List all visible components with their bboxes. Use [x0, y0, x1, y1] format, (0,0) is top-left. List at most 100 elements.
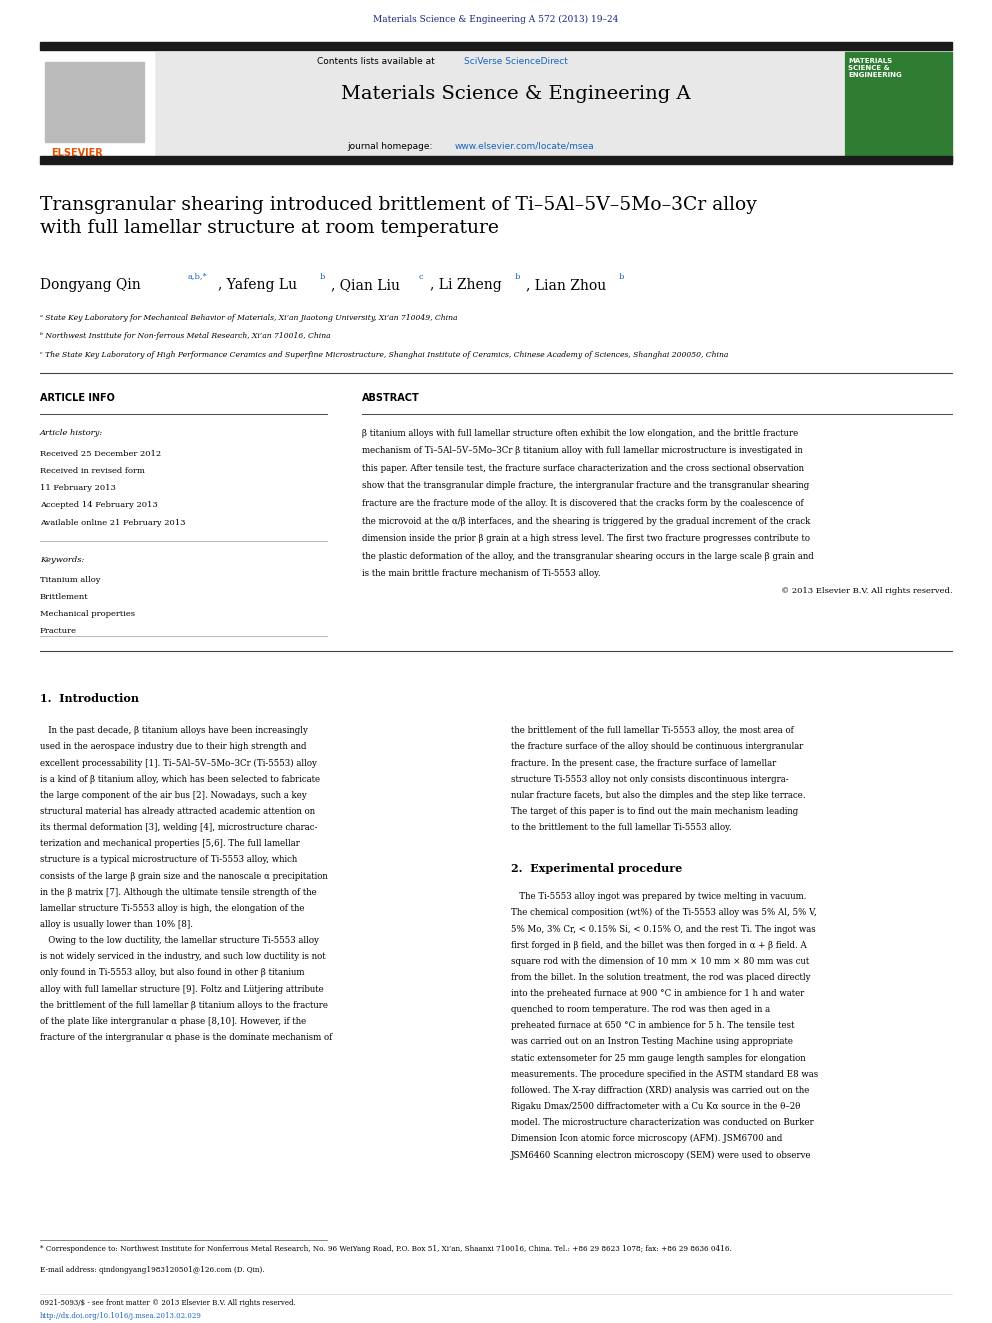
Text: was carried out on an Instron Testing Machine using appropriate: was carried out on an Instron Testing Ma… [511, 1037, 793, 1046]
Text: show that the transgranular dimple fracture, the intergranular fracture and the : show that the transgranular dimple fract… [362, 482, 809, 491]
Text: c: c [419, 273, 424, 280]
Text: the fracture surface of the alloy should be continuous intergranular: the fracture surface of the alloy should… [511, 742, 804, 751]
Text: terization and mechanical properties [5,6]. The full lamellar: terization and mechanical properties [5,… [40, 839, 300, 848]
Text: 11 February 2013: 11 February 2013 [40, 484, 115, 492]
Text: In the past decade, β titanium alloys have been increasingly: In the past decade, β titanium alloys ha… [40, 726, 308, 736]
Bar [40, 52, 154, 161]
Text: followed. The X-ray diffraction (XRD) analysis was carried out on the: followed. The X-ray diffraction (XRD) an… [511, 1086, 809, 1095]
Text: model. The microstructure characterization was conducted on Burker: model. The microstructure characterizati… [511, 1118, 813, 1127]
Text: alloy is usually lower than 10% [8].: alloy is usually lower than 10% [8]. [40, 919, 192, 929]
Text: ABSTRACT: ABSTRACT [362, 393, 420, 404]
Text: static extensometer for 25 mm gauge length samples for elongation: static extensometer for 25 mm gauge leng… [511, 1053, 806, 1062]
Text: ᵃ State Key Laboratory for Mechanical Behavior of Materials, Xi’an Jiaotong Univ: ᵃ State Key Laboratory for Mechanical Be… [40, 314, 457, 321]
Text: structure Ti-5553 alloy not only consists discontinuous intergra-: structure Ti-5553 alloy not only consist… [511, 775, 789, 783]
Text: alloy with full lamellar structure [9]. Foltz and Lütjering attribute: alloy with full lamellar structure [9]. … [40, 984, 323, 994]
Text: only found in Ti-5553 alloy, but also found in other β titanium: only found in Ti-5553 alloy, but also fo… [40, 968, 305, 978]
Text: the large component of the air bus [2]. Nowadays, such a key: the large component of the air bus [2]. … [40, 791, 307, 800]
Text: JSM6460 Scanning electron microscopy (SEM) were used to observe: JSM6460 Scanning electron microscopy (SE… [511, 1151, 811, 1159]
Text: its thermal deformation [3], welding [4], microstructure charac-: its thermal deformation [3], welding [4]… [40, 823, 317, 832]
Text: consists of the large β grain size and the nanoscale α precipitation: consists of the large β grain size and t… [40, 872, 327, 881]
Text: dimension inside the prior β grain at a high stress level. The first two fractur: dimension inside the prior β grain at a … [362, 534, 810, 544]
Text: Article history:: Article history: [40, 429, 103, 437]
Bar [40, 42, 952, 50]
Text: fracture of the intergranular α phase is the dominate mechanism of: fracture of the intergranular α phase is… [40, 1033, 332, 1043]
Text: β titanium alloys with full lamellar structure often exhibit the low elongation,: β titanium alloys with full lamellar str… [362, 429, 799, 438]
Text: is not widely serviced in the industry, and such low ductility is not: is not widely serviced in the industry, … [40, 953, 325, 962]
Text: measurements. The procedure specified in the ASTM standard E8 was: measurements. The procedure specified in… [511, 1070, 818, 1078]
Text: excellent processability [1]. Ti–5Al–5V–5Mo–3Cr (Ti-5553) alloy: excellent processability [1]. Ti–5Al–5V–… [40, 758, 316, 767]
Text: Received 25 December 2012: Received 25 December 2012 [40, 450, 161, 458]
Text: structure is a typical microstructure of Ti-5553 alloy, which: structure is a typical microstructure of… [40, 856, 297, 864]
Text: first forged in β field, and the billet was then forged in α + β field. A: first forged in β field, and the billet … [511, 941, 806, 950]
Text: b: b [515, 273, 520, 280]
Text: preheated furnace at 650 °C in ambience for 5 h. The tensile test: preheated furnace at 650 °C in ambience … [511, 1021, 795, 1031]
Text: Received in revised form: Received in revised form [40, 467, 145, 475]
Bar [45, 62, 144, 142]
Text: Dimension Icon atomic force microscopy (AFM). JSM6700 and: Dimension Icon atomic force microscopy (… [511, 1134, 783, 1143]
Text: * Correspondence to: Northwest Institute for Nonferrous Metal Research, No. 96 W: * Correspondence to: Northwest Institute… [40, 1245, 731, 1253]
Text: Titanium alloy: Titanium alloy [40, 576, 100, 583]
Text: the microvoid at the α/β interfaces, and the shearing is triggered by the gradua: the microvoid at the α/β interfaces, and… [362, 516, 810, 525]
Text: this paper. After tensile test, the fracture surface characterization and the cr: this paper. After tensile test, the frac… [362, 464, 805, 472]
Text: Materials Science & Engineering A: Materials Science & Engineering A [341, 85, 690, 103]
Text: is the main brittle fracture mechanism of Ti-5553 alloy.: is the main brittle fracture mechanism o… [362, 569, 601, 578]
Text: of the plate like intergranular α phase [8,10]. However, if the: of the plate like intergranular α phase … [40, 1017, 306, 1025]
Text: is a kind of β titanium alloy, which has been selected to fabricate: is a kind of β titanium alloy, which has… [40, 775, 319, 783]
Text: Rigaku Dmax/2500 diffractometer with a Cu Kα source in the θ–2θ: Rigaku Dmax/2500 diffractometer with a C… [511, 1102, 801, 1111]
Text: into the preheated furnace at 900 °C in ambience for 1 h and water: into the preheated furnace at 900 °C in … [511, 990, 805, 998]
Text: b: b [319, 273, 324, 280]
Text: The Ti-5553 alloy ingot was prepared by twice melting in vacuum.: The Ti-5553 alloy ingot was prepared by … [511, 892, 806, 901]
Text: SciVerse ScienceDirect: SciVerse ScienceDirect [464, 57, 568, 66]
Text: the brittlement of the full lamellar Ti-5553 alloy, the most area of: the brittlement of the full lamellar Ti-… [511, 726, 794, 736]
Text: journal homepage:: journal homepage: [347, 142, 435, 151]
Text: lamellar structure Ti-5553 alloy is high, the elongation of the: lamellar structure Ti-5553 alloy is high… [40, 904, 305, 913]
Text: ARTICLE INFO: ARTICLE INFO [40, 393, 114, 404]
Bar [154, 52, 843, 161]
Text: 1.  Introduction: 1. Introduction [40, 693, 139, 704]
Text: The target of this paper is to find out the main mechanism leading: The target of this paper is to find out … [511, 807, 799, 816]
Text: , Lian Zhou: , Lian Zhou [526, 278, 606, 292]
Text: in the β matrix [7]. Although the ultimate tensile strength of the: in the β matrix [7]. Although the ultima… [40, 888, 316, 897]
Text: Keywords:: Keywords: [40, 556, 84, 564]
Text: Contents lists available at: Contents lists available at [317, 57, 440, 66]
Text: square rod with the dimension of 10 mm × 10 mm × 80 mm was cut: square rod with the dimension of 10 mm ×… [511, 957, 809, 966]
Text: the plastic deformation of the alloy, and the transgranular shearing occurs in t: the plastic deformation of the alloy, an… [362, 552, 813, 561]
Text: fracture are the fracture mode of the alloy. It is discovered that the cracks fo: fracture are the fracture mode of the al… [362, 499, 804, 508]
Text: Brittlement: Brittlement [40, 593, 88, 601]
Text: Transgranular shearing introduced brittlement of Ti–5Al–5V–5Mo–3Cr alloy
with fu: Transgranular shearing introduced brittl… [40, 196, 757, 237]
Text: nular fracture facets, but also the dimples and the step like terrace.: nular fracture facets, but also the dimp… [511, 791, 806, 800]
Text: Accepted 14 February 2013: Accepted 14 February 2013 [40, 501, 158, 509]
Text: http://dx.doi.org/10.1016/j.msea.2013.02.029: http://dx.doi.org/10.1016/j.msea.2013.02… [40, 1312, 201, 1320]
Text: Mechanical properties: Mechanical properties [40, 610, 135, 618]
Text: quenched to room temperature. The rod was then aged in a: quenched to room temperature. The rod wa… [511, 1005, 770, 1015]
Text: , Qian Liu: , Qian Liu [331, 278, 401, 292]
Text: 0921-5093/$ - see front matter © 2013 Elsevier B.V. All rights reserved.: 0921-5093/$ - see front matter © 2013 El… [40, 1299, 296, 1307]
Bar [40, 156, 952, 164]
Text: Available online 21 February 2013: Available online 21 February 2013 [40, 519, 186, 527]
Text: mechanism of Ti–5Al–5V–5Mo–3Cr β titanium alloy with full lamellar microstructur: mechanism of Ti–5Al–5V–5Mo–3Cr β titaniu… [362, 446, 803, 455]
Text: to the brittlement to the full lamellar Ti-5553 alloy.: to the brittlement to the full lamellar … [511, 823, 731, 832]
Text: b: b [619, 273, 624, 280]
Text: E-mail address: qindongyang1983120501@126.com (D. Qin).: E-mail address: qindongyang1983120501@12… [40, 1266, 264, 1274]
Text: used in the aerospace industry due to their high strength and: used in the aerospace industry due to th… [40, 742, 307, 751]
Text: © 2013 Elsevier B.V. All rights reserved.: © 2013 Elsevier B.V. All rights reserved… [781, 587, 952, 595]
Text: the brittlement of the full lamellar β titanium alloys to the fracture: the brittlement of the full lamellar β t… [40, 1000, 327, 1009]
Text: Materials Science & Engineering A 572 (2013) 19–24: Materials Science & Engineering A 572 (2… [373, 15, 619, 24]
Text: 2.  Experimental procedure: 2. Experimental procedure [511, 863, 682, 875]
Text: from the billet. In the solution treatment, the rod was placed directly: from the billet. In the solution treatme… [511, 972, 810, 982]
Text: ELSEVIER: ELSEVIER [52, 148, 103, 159]
Text: The chemical composition (wt%) of the Ti-5553 alloy was 5% Al, 5% V,: The chemical composition (wt%) of the Ti… [511, 909, 816, 917]
Text: Owing to the low ductility, the lamellar structure Ti-5553 alloy: Owing to the low ductility, the lamellar… [40, 937, 318, 945]
Text: fracture. In the present case, the fracture surface of lamellar: fracture. In the present case, the fract… [511, 758, 776, 767]
Text: Fracture: Fracture [40, 627, 76, 635]
Text: 5% Mo, 3% Cr, < 0.15% Si, < 0.15% O, and the rest Ti. The ingot was: 5% Mo, 3% Cr, < 0.15% Si, < 0.15% O, and… [511, 925, 815, 934]
Text: Dongyang Qin: Dongyang Qin [40, 278, 141, 292]
Bar [845, 52, 952, 161]
Text: , Li Zheng: , Li Zheng [430, 278, 501, 292]
Text: structural material has already attracted academic attention on: structural material has already attracte… [40, 807, 314, 816]
Text: ᶜ The State Key Laboratory of High Performance Ceramics and Superfine Microstruc: ᶜ The State Key Laboratory of High Perfo… [40, 351, 728, 359]
Text: , Yafeng Lu: , Yafeng Lu [218, 278, 298, 292]
Text: www.elsevier.com/locate/msea: www.elsevier.com/locate/msea [454, 142, 594, 151]
Text: a,b,*: a,b,* [187, 273, 207, 280]
Text: ᵇ Northwest Institute for Non-ferrous Metal Research, Xi’an 710016, China: ᵇ Northwest Institute for Non-ferrous Me… [40, 332, 330, 340]
